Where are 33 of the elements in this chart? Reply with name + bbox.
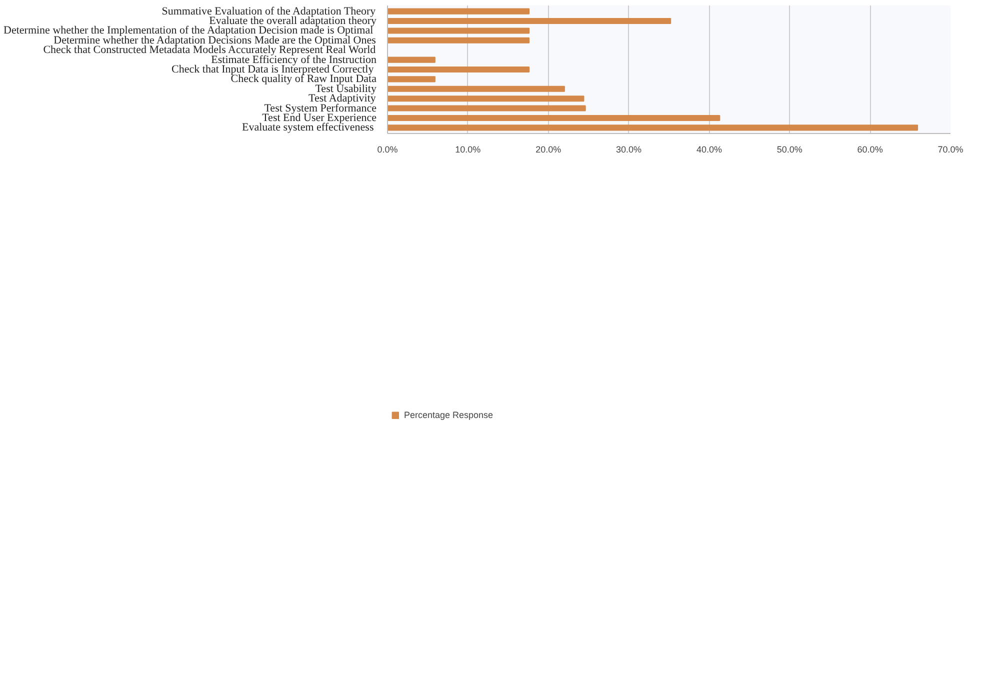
y-tick-label: Check quality of Raw Input Data xyxy=(230,73,377,86)
x-tick-label: 40.0% xyxy=(696,144,722,154)
bar xyxy=(388,86,565,92)
y-tick-label: Test End User Experience xyxy=(262,112,377,124)
y-tick-label: Summative Evaluation of the Adaptation Theory xyxy=(162,5,376,18)
bar xyxy=(388,76,436,82)
bar xyxy=(388,37,530,44)
y-tick-label: Evaluate system effectiveness xyxy=(242,122,374,134)
bar xyxy=(388,124,918,131)
y-tick-label: Check that Input Data is Interpreted Correctly xyxy=(172,64,374,76)
x-tick-label: 70.0% xyxy=(938,144,964,154)
x-tick-label: 60.0% xyxy=(857,144,883,154)
bar xyxy=(388,56,436,63)
bar xyxy=(388,105,586,112)
bar xyxy=(388,66,530,73)
x-tick-label: 30.0% xyxy=(616,144,642,154)
bar xyxy=(388,18,672,24)
x-tick-label: 50.0% xyxy=(776,144,802,154)
y-tick-label: Determine whether the Adaptation Decisions Made are the Optimal Ones xyxy=(54,34,376,46)
y-tick-label: Test System Performance xyxy=(264,102,377,114)
x-tick-label: 10.0% xyxy=(455,144,481,154)
bar xyxy=(388,28,530,34)
x-tick-label: 0.0% xyxy=(377,144,398,154)
y-tick-label: Test Usability xyxy=(315,82,377,95)
bar xyxy=(388,114,720,122)
y-tick-label: Estimate Efficiency of the Instruction xyxy=(211,54,377,66)
y-tick-label: Determine whether the Implementation of the Adaptation Decision made is Optimal xyxy=(4,24,374,37)
y-tick-label: Check that Constructed Metadata Models Accurately Represent Real World xyxy=(43,44,376,56)
y-tick-label: Test Adaptivity xyxy=(308,92,376,105)
x-tick-label: 20.0% xyxy=(536,144,562,154)
bar xyxy=(388,96,584,102)
legend-label: Percentage Response xyxy=(404,410,494,420)
bar xyxy=(388,8,530,14)
